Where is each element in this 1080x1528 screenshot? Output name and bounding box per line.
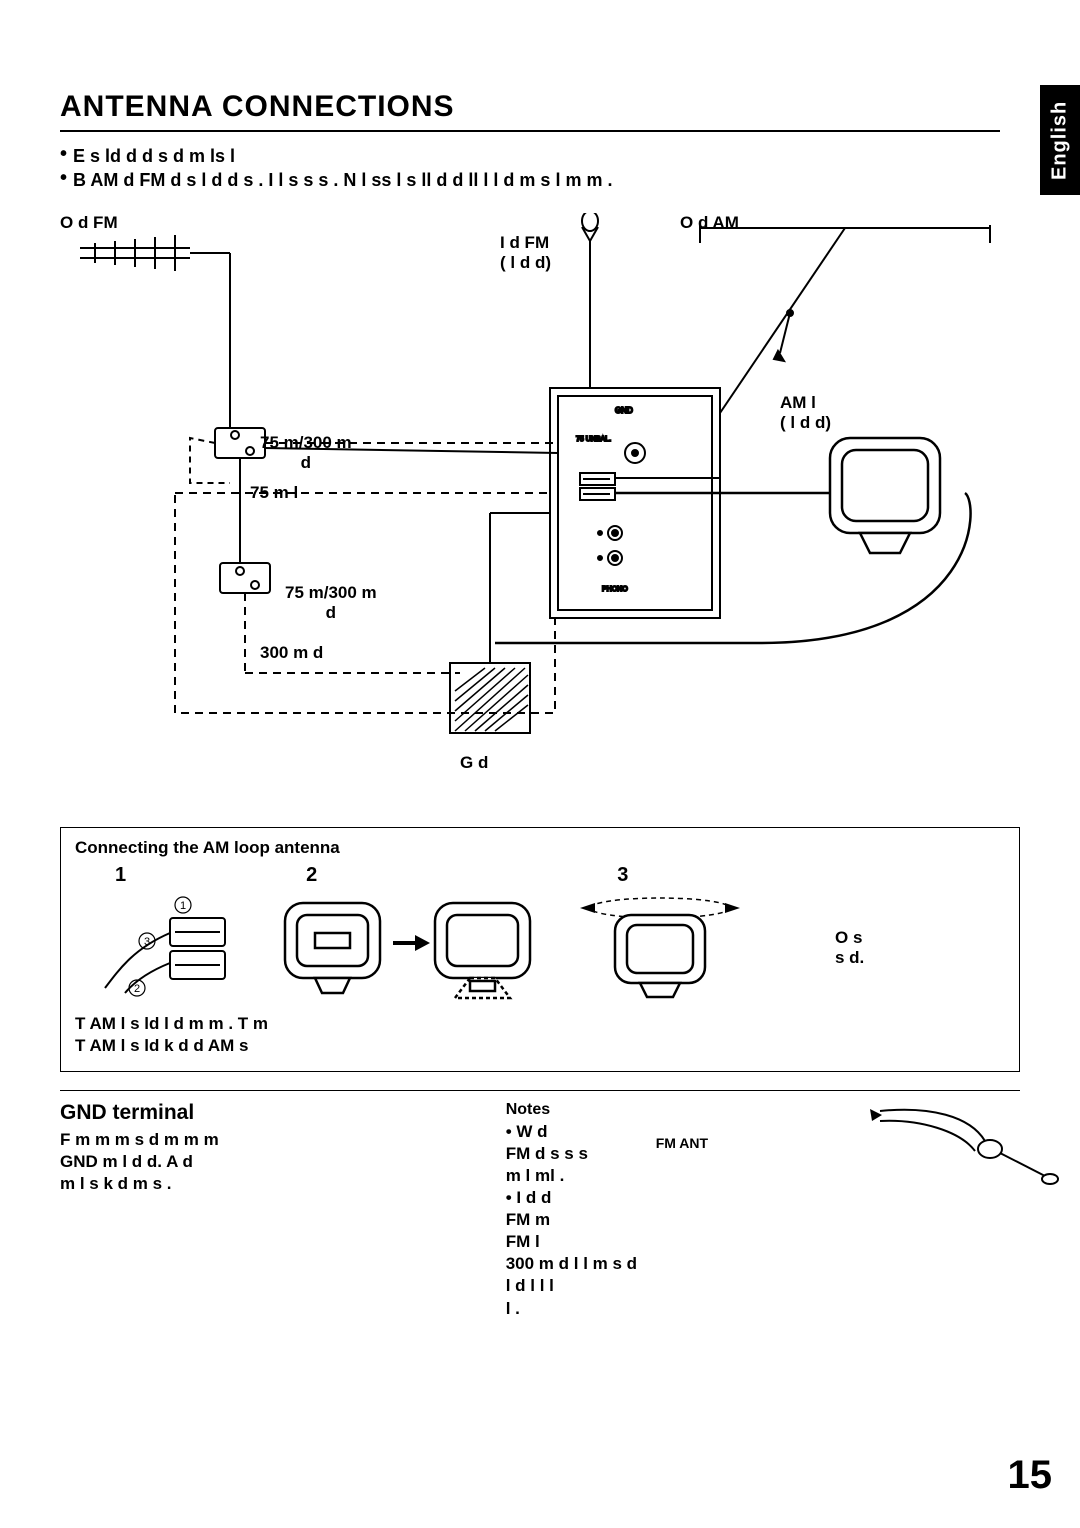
bottom-section: GND terminal F m m m s d m m m GND m l d…: [60, 1101, 1060, 1320]
text-line: l d l l l: [506, 1275, 1060, 1297]
page-content: ANTENNA CONNECTIONS •E s ld d d s d m ls…: [60, 90, 1060, 1320]
label-feeder-300: 300 m d: [260, 643, 323, 663]
fm-antenna-svg: [850, 1101, 1070, 1191]
step-illustrations: 1 2 3: [75, 893, 1005, 1003]
text-line: FM m: [506, 1209, 1060, 1231]
label-outdoor-fm: O d FM: [60, 213, 118, 233]
orient-label: O s s d.: [835, 928, 995, 968]
step-1-svg: 1 2 3: [75, 893, 245, 1003]
step-2-num: 2: [306, 864, 317, 887]
label-ground: G d: [460, 753, 488, 773]
label-line: O s: [835, 928, 995, 948]
bullet-icon: •: [60, 144, 67, 168]
note-line: T AM l s ld k d d AM s: [75, 1035, 1005, 1057]
label-line: I d FM: [500, 233, 551, 253]
label-line: ( l d d): [780, 413, 831, 433]
text-line: GND m l d d. A d: [60, 1151, 476, 1173]
label-line: ( l d d): [500, 253, 551, 273]
bullet-icon: •: [60, 168, 67, 192]
wiring-diagram: GND 75 UNBAL. PHONO: [60, 213, 1020, 813]
note-line: T AM l s ld l d m m . T m: [75, 1013, 1005, 1035]
svg-text:75 UNBAL.: 75 UNBAL.: [576, 436, 611, 443]
label-line: 75 m/300 m: [285, 583, 377, 603]
bullet-2: B AM d FM d s l d d s . I l s s s . N l …: [73, 168, 612, 192]
text-line: FM l: [506, 1231, 1060, 1253]
gnd-title: GND terminal: [60, 1101, 476, 1125]
step-3-num: 3: [617, 864, 628, 887]
svg-text:GND: GND: [615, 406, 633, 415]
circ-1: 1: [180, 900, 186, 912]
circ-2: 2: [134, 983, 140, 995]
step-numbers: 1 2 3: [115, 864, 1005, 887]
divider: [60, 1090, 1020, 1091]
text-line: 300 m d l l m s d: [506, 1253, 1060, 1275]
label-line: d: [285, 603, 377, 623]
label-indoor-fm: I d FM ( l d d): [500, 233, 551, 273]
label-line: AM l: [780, 393, 831, 413]
connecting-am-loop-box: Connecting the AM loop antenna 1 2 3 1: [60, 827, 1020, 1072]
text-line: m l s k d m s .: [60, 1173, 476, 1195]
bullet-1: E s ld d d s d m ls l: [73, 144, 235, 168]
label-adapter-2: 75 m/300 m d: [285, 583, 377, 623]
svg-text:PHONO: PHONO: [602, 586, 628, 593]
page-number: 15: [1008, 1453, 1053, 1498]
label-adapter-1: 75 m/300 m d: [260, 433, 352, 473]
text-line: F m m m s d m m m: [60, 1129, 476, 1151]
gnd-terminal-section: GND terminal F m m m s d m m m GND m l d…: [60, 1101, 476, 1320]
text-line: l .: [506, 1298, 1060, 1320]
diagram-svg: GND 75 UNBAL. PHONO: [60, 213, 1020, 813]
label-outdoor-am: O d AM: [680, 213, 739, 233]
notes-section: Notes • W d FM d s s s m l ml . • I d d …: [506, 1101, 1060, 1320]
step-1-num: 1: [115, 864, 126, 887]
connect-box-title: Connecting the AM loop antenna: [75, 838, 1005, 858]
circ-3: 3: [144, 936, 150, 948]
label-am-loop: AM l ( l d d): [780, 393, 831, 433]
label-line: d: [260, 453, 352, 473]
intro-bullets: •E s ld d d s d m ls l •B AM d FM d s l …: [60, 144, 1080, 193]
page-title: ANTENNA CONNECTIONS: [60, 90, 1000, 132]
fm-ant-label: FM ANT: [656, 1135, 708, 1151]
gnd-text: F m m m s d m m m GND m l d d. A d m l s…: [60, 1129, 476, 1195]
step-3-svg: [565, 893, 765, 1003]
step-2-svg: [275, 893, 535, 1003]
connect-notes: T AM l s ld l d m m . T m T AM l s ld k …: [75, 1013, 1005, 1057]
label-line: s d.: [835, 948, 995, 968]
label-cable-75: 75 m l: [250, 483, 298, 503]
label-line: 75 m/300 m: [260, 433, 352, 453]
